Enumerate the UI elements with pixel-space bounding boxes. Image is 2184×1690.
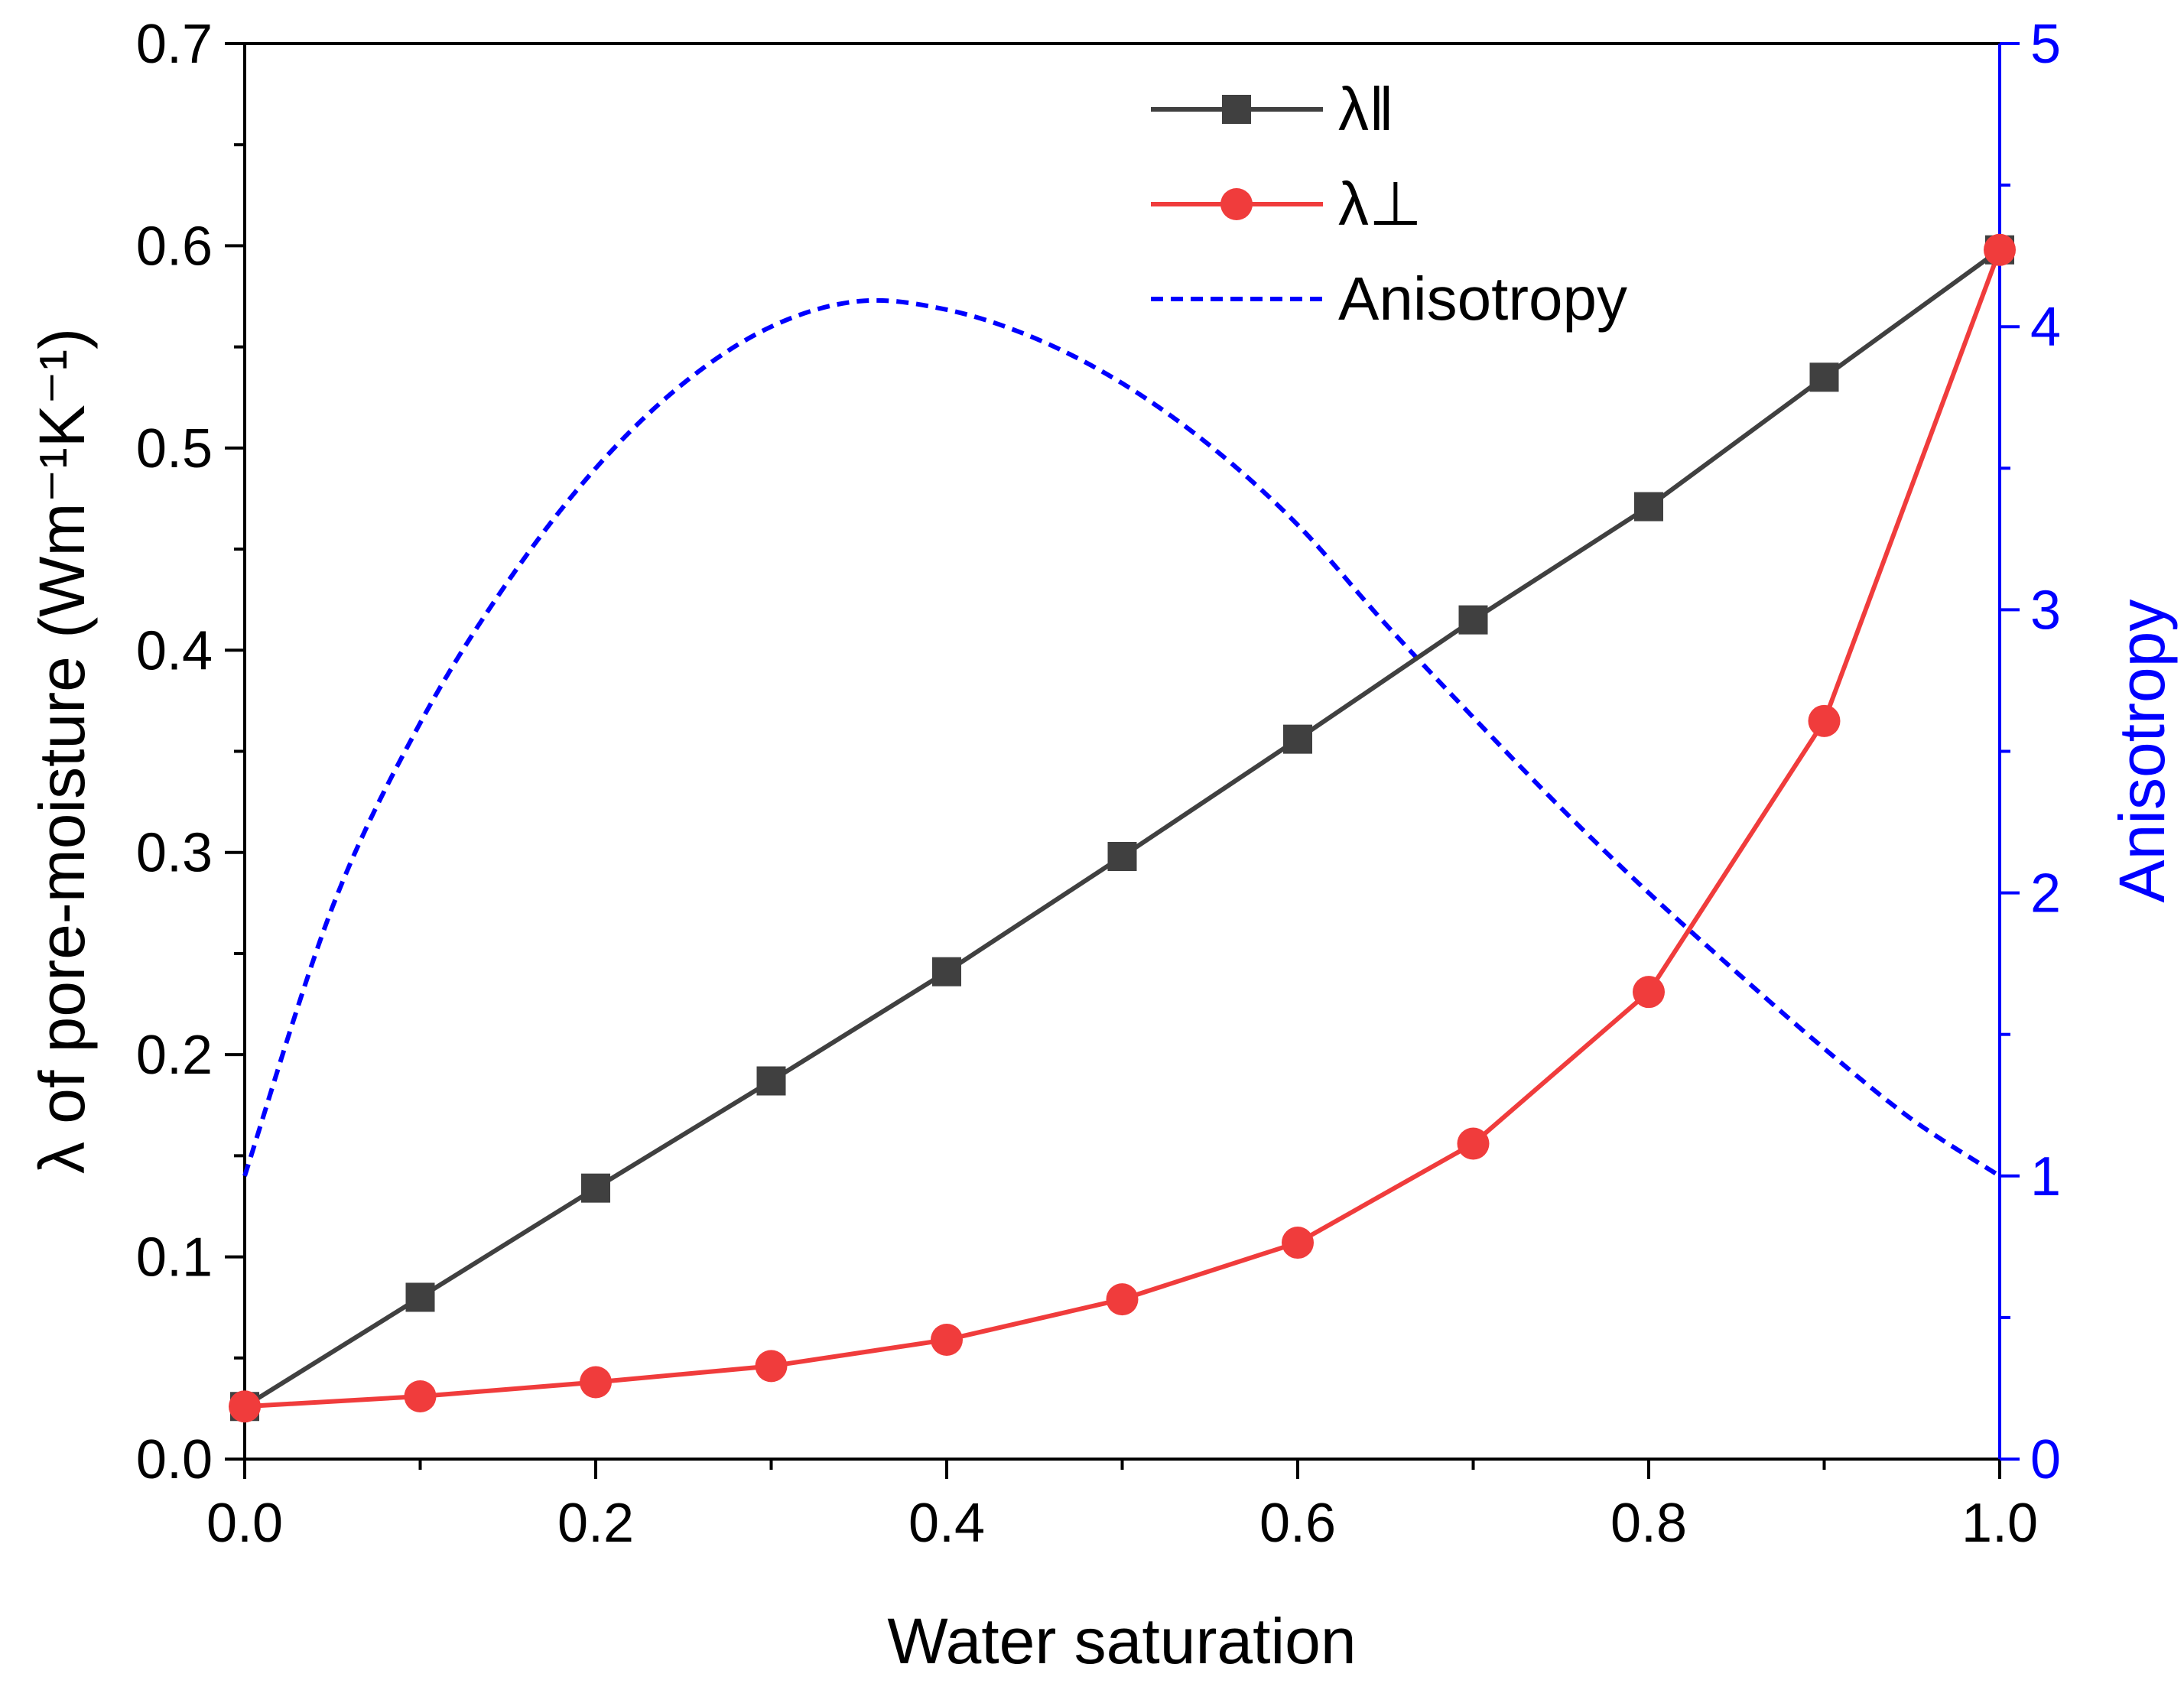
lambda-perpendicular-point — [1633, 976, 1665, 1009]
lambda-perpendicular-point — [1106, 1283, 1139, 1316]
lambda-parallel-point — [932, 957, 961, 986]
lambda-parallel-line — [243, 248, 2001, 1409]
y-tick-label: 0.3 — [136, 823, 213, 884]
legend-marker-lambda-perpendicular — [1220, 188, 1253, 220]
y-tick-label: 0.4 — [136, 620, 213, 681]
y2-axis-title: Anisotropy — [2106, 600, 2178, 903]
lambda-parallel-point — [1107, 842, 1137, 872]
x-tick-label: 0.4 — [908, 1493, 985, 1554]
y-tick-label: 0.5 — [136, 418, 213, 479]
series-layer — [229, 233, 2016, 1423]
legend-label-lambda-parallel: λ‖ — [1338, 75, 1394, 143]
lambda-perpendicular-point — [404, 1380, 437, 1413]
anisotropy-curve — [242, 297, 2001, 1178]
lambda-parallel-point — [1283, 724, 1312, 754]
lambda-perpendicular-point — [1282, 1227, 1314, 1259]
lambda-parallel-point — [1809, 362, 1839, 392]
y-tick-label: 0.1 — [136, 1227, 213, 1289]
y2-tick-label: 3 — [2030, 580, 2061, 641]
legend-marker-lambda-parallel — [1222, 95, 1251, 124]
y2-tick-label: 5 — [2030, 14, 2061, 75]
x-tick-label: 0.6 — [1259, 1493, 1336, 1554]
lambda-perpendicular-point — [755, 1350, 788, 1383]
x-tick-label: 1.0 — [1961, 1493, 2038, 1554]
lambda-parallel-point — [405, 1282, 435, 1312]
y-tick-label: 0.2 — [136, 1025, 213, 1086]
legend-label-lambda-perpendicular: λ⊥ — [1338, 170, 1422, 238]
lambda-parallel-point — [1458, 605, 1488, 635]
y2-tick-label: 1 — [2030, 1146, 2061, 1207]
y2-tick-label: 4 — [2030, 297, 2061, 358]
y2-tick-label: 0 — [2030, 1429, 2061, 1490]
y2-tick-label: 2 — [2030, 863, 2061, 925]
lambda-perpendicular-point — [229, 1390, 261, 1423]
lambda-perpendicular-point — [1457, 1127, 1490, 1160]
ticks-layer: 0.0 0.2 0.4 0.6 0.8 1.0 0.0 0.1 0.2 0.3 0.4 0.5 0.6 0… — [136, 14, 2061, 1554]
grid-and-axes — [243, 42, 2001, 1461]
lambda-perpendicular-point — [1808, 704, 1841, 737]
y-tick-label: 0.7 — [136, 14, 213, 75]
x-tick-label: 0.0 — [206, 1493, 283, 1554]
y-tick-label: 0.6 — [136, 216, 213, 277]
y-axis-title: λ of pore-moisture (Wm⁻¹K⁻¹) — [26, 328, 98, 1174]
legend-label-anisotropy: Anisotropy — [1338, 265, 1627, 333]
lambda-parallel-point — [1634, 492, 1663, 522]
legend: λ‖ λ⊥ Anisotropy — [1151, 75, 1627, 333]
x-axis-title: Water saturation — [887, 1605, 1356, 1677]
x-tick-label: 0.8 — [1610, 1493, 1687, 1554]
lambda-perpendicular-point — [580, 1366, 612, 1399]
lambda-perpendicular-point — [1984, 233, 2016, 266]
lambda-parallel-point — [756, 1066, 786, 1096]
x-tick-label: 0.2 — [557, 1493, 634, 1554]
lambda-perpendicular-point — [931, 1323, 963, 1356]
lambda-parallel-point — [581, 1173, 610, 1203]
y-tick-label: 0.0 — [136, 1429, 213, 1490]
lambda-perpendicular-line — [244, 249, 2002, 1409]
